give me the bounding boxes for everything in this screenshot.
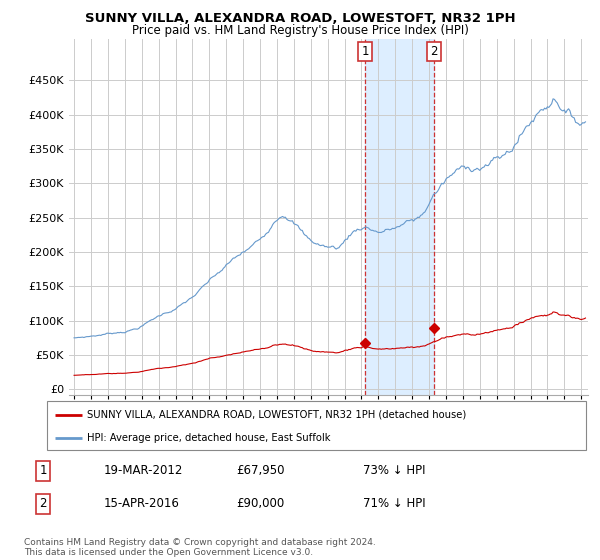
Text: 1: 1 bbox=[361, 45, 369, 58]
Text: 1: 1 bbox=[40, 464, 47, 478]
Text: 15-APR-2016: 15-APR-2016 bbox=[104, 497, 180, 510]
Bar bbox=[365, 39, 434, 395]
Text: £90,000: £90,000 bbox=[236, 497, 285, 510]
Text: SUNNY VILLA, ALEXANDRA ROAD, LOWESTOFT, NR32 1PH: SUNNY VILLA, ALEXANDRA ROAD, LOWESTOFT, … bbox=[85, 12, 515, 25]
Text: 2: 2 bbox=[430, 45, 438, 58]
Text: HPI: Average price, detached house, East Suffolk: HPI: Average price, detached house, East… bbox=[87, 433, 331, 443]
Text: £67,950: £67,950 bbox=[236, 464, 285, 478]
Text: Price paid vs. HM Land Registry's House Price Index (HPI): Price paid vs. HM Land Registry's House … bbox=[131, 24, 469, 36]
Text: SUNNY VILLA, ALEXANDRA ROAD, LOWESTOFT, NR32 1PH (detached house): SUNNY VILLA, ALEXANDRA ROAD, LOWESTOFT, … bbox=[87, 410, 466, 420]
Text: 73% ↓ HPI: 73% ↓ HPI bbox=[364, 464, 426, 478]
Text: 2: 2 bbox=[40, 497, 47, 510]
Text: 19-MAR-2012: 19-MAR-2012 bbox=[104, 464, 184, 478]
Text: Contains HM Land Registry data © Crown copyright and database right 2024.
This d: Contains HM Land Registry data © Crown c… bbox=[24, 538, 376, 557]
Text: 71% ↓ HPI: 71% ↓ HPI bbox=[364, 497, 426, 510]
